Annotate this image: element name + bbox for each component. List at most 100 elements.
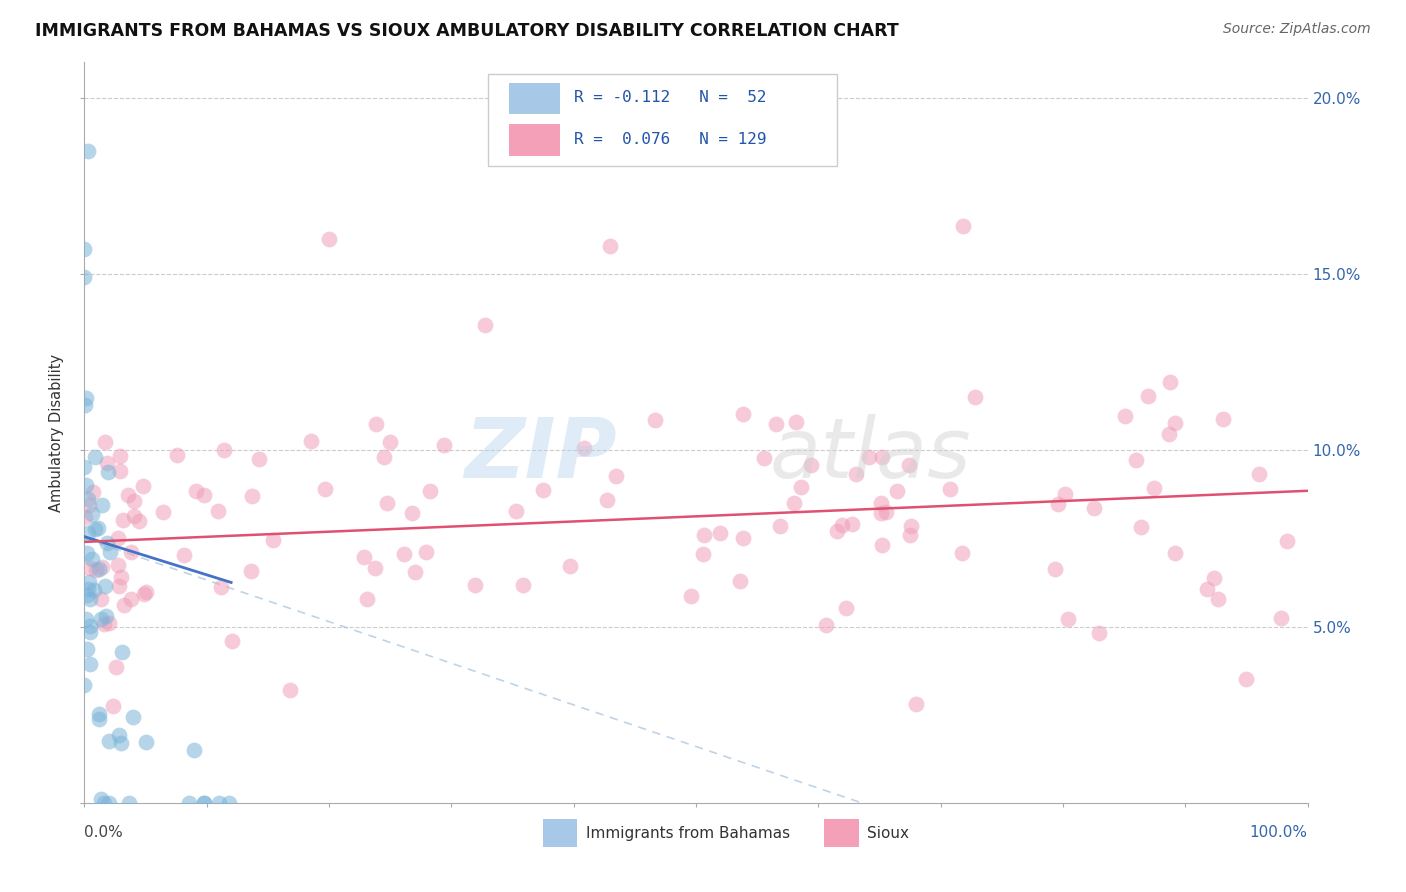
Point: [83, 583, 105, 598]
Point: [94, 435, 117, 450]
Point: [90, 592, 112, 607]
Y-axis label: Ambulatory Disability: Ambulatory Disability: [49, 353, 65, 512]
Point: [193, 488, 215, 502]
Text: ZIP: ZIP: [464, 414, 616, 495]
Point: [905, 697, 928, 711]
Point: [765, 417, 787, 431]
Point: [183, 743, 205, 757]
Point: [82, 485, 104, 500]
Point: [858, 450, 880, 464]
Point: [79, 619, 101, 633]
Point: [841, 517, 863, 532]
Point: [886, 484, 908, 499]
Point: [221, 633, 243, 648]
Point: [1270, 611, 1292, 625]
Point: [108, 579, 131, 593]
Point: [131, 479, 153, 493]
Point: [692, 528, 714, 542]
Point: [785, 415, 807, 429]
Point: [122, 494, 145, 508]
Point: [73, 398, 96, 412]
Point: [77, 498, 100, 512]
Point: [1195, 582, 1218, 596]
Text: R =  0.076   N = 129: R = 0.076 N = 129: [574, 132, 766, 146]
Point: [79, 591, 101, 606]
Text: IMMIGRANTS FROM BAHAMAS VS SIOUX AMBULATORY DISABILITY CORRELATION CHART: IMMIGRANTS FROM BAHAMAS VS SIOUX AMBULAT…: [35, 22, 898, 40]
Point: [79, 575, 101, 590]
Point: [173, 548, 195, 562]
Point: [89, 713, 111, 727]
Point: [111, 513, 134, 527]
Point: [1129, 520, 1152, 534]
Point: [75, 612, 97, 626]
Point: [474, 318, 496, 333]
Point: [505, 504, 527, 518]
Point: [1277, 534, 1299, 549]
Point: [731, 408, 754, 422]
Point: [134, 587, 156, 601]
Point: [73, 678, 96, 692]
Point: [110, 570, 132, 584]
Point: [73, 242, 96, 256]
Point: [77, 526, 100, 541]
Point: [1088, 626, 1111, 640]
Point: [605, 469, 627, 483]
Point: [83, 450, 105, 465]
Point: [394, 547, 416, 561]
Point: [1159, 376, 1181, 390]
Point: [73, 460, 96, 475]
Point: [373, 450, 395, 464]
Point: [118, 796, 141, 810]
Point: [212, 443, 235, 458]
Point: [1143, 482, 1166, 496]
Point: [80, 508, 103, 522]
Point: [1249, 467, 1271, 481]
Point: [938, 482, 960, 496]
Point: [112, 598, 135, 612]
Bar: [543, 819, 578, 847]
Point: [415, 545, 437, 559]
Point: [207, 504, 229, 518]
Point: [1212, 412, 1234, 426]
Point: [152, 505, 174, 519]
Point: [769, 518, 792, 533]
Point: [1056, 612, 1078, 626]
Point: [107, 728, 129, 742]
Text: atlas: atlas: [769, 414, 972, 495]
Point: [218, 796, 240, 810]
Point: [107, 531, 129, 545]
Point: [75, 509, 97, 524]
Text: 100.0%: 100.0%: [1250, 825, 1308, 840]
Point: [87, 521, 110, 535]
Point: [79, 625, 101, 640]
Bar: [509, 83, 560, 114]
Point: [110, 449, 132, 463]
Point: [87, 707, 110, 722]
Point: [91, 560, 114, 574]
Point: [84, 563, 107, 577]
Point: [825, 524, 848, 539]
Point: [1045, 561, 1067, 575]
Point: [76, 588, 98, 602]
Point: [512, 577, 534, 591]
Text: Sioux: Sioux: [868, 826, 910, 840]
Point: [77, 144, 100, 158]
Point: [90, 498, 112, 512]
Point: [1163, 546, 1185, 560]
Point: [111, 645, 134, 659]
Point: [783, 496, 806, 510]
Point: [814, 618, 837, 632]
Point: [75, 478, 97, 492]
Point: [97, 615, 120, 630]
Point: [247, 452, 270, 467]
Point: [96, 608, 118, 623]
FancyBboxPatch shape: [488, 73, 837, 166]
Point: [80, 552, 103, 566]
Point: [83, 522, 105, 536]
Point: [79, 657, 101, 671]
Point: [572, 441, 595, 455]
Point: [87, 561, 110, 575]
Point: [870, 496, 893, 510]
Point: [318, 232, 340, 246]
Point: [89, 792, 111, 806]
